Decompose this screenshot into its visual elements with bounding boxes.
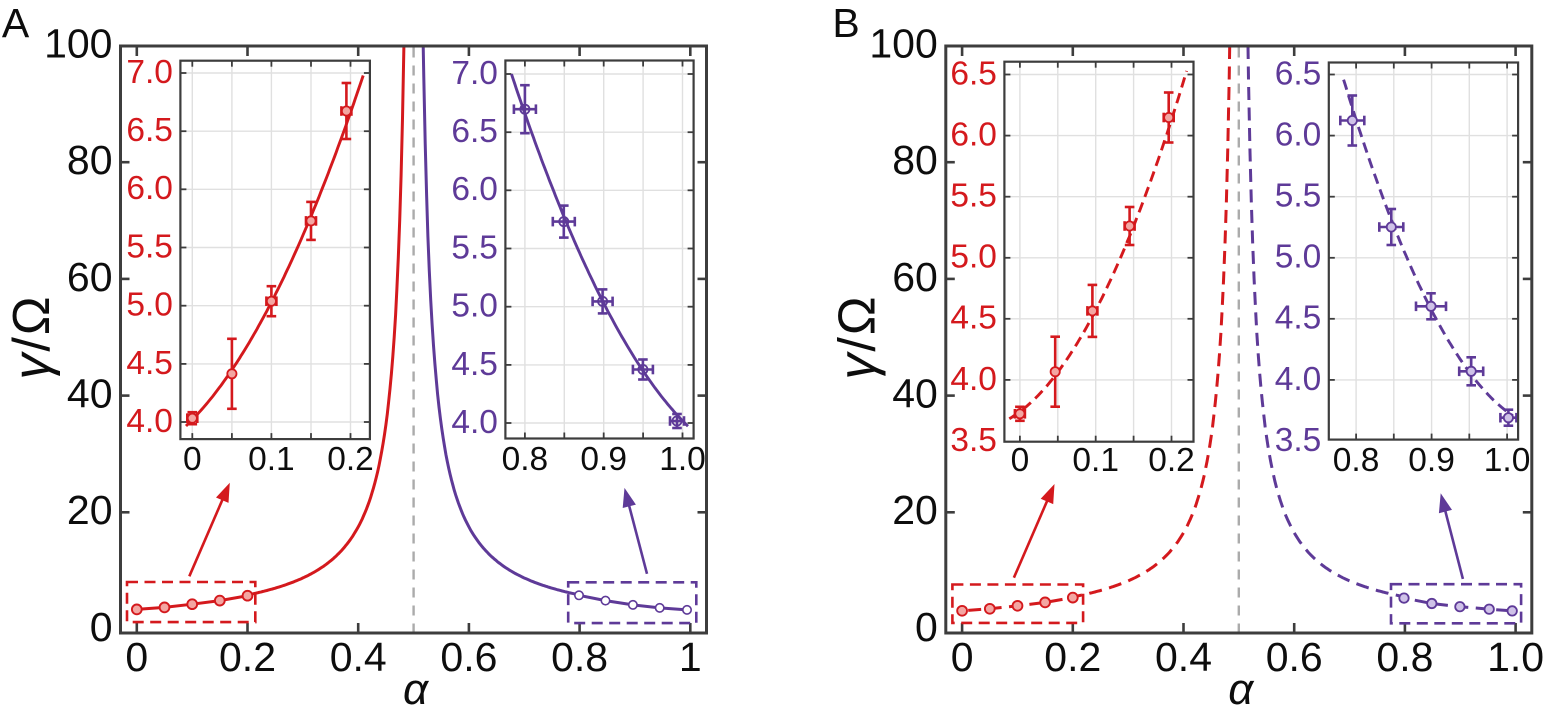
- svg-text:α: α: [403, 665, 430, 710]
- svg-text:4.0: 4.0: [1275, 361, 1322, 398]
- svg-text:0.2: 0.2: [1148, 442, 1195, 479]
- svg-text:1: 1: [679, 634, 702, 680]
- svg-text:5.0: 5.0: [451, 288, 498, 325]
- svg-text:7.0: 7.0: [451, 55, 498, 92]
- svg-text:5.5: 5.5: [126, 228, 173, 265]
- svg-text:5.5: 5.5: [451, 229, 498, 266]
- svg-text:0.8: 0.8: [1376, 634, 1433, 680]
- svg-text:0: 0: [183, 441, 202, 478]
- svg-text:4.0: 4.0: [126, 403, 173, 440]
- svg-text:0.1: 0.1: [1072, 442, 1119, 479]
- svg-text:60: 60: [67, 254, 113, 300]
- svg-text:6.5: 6.5: [1275, 55, 1322, 92]
- svg-text:0.2: 0.2: [327, 441, 374, 478]
- svg-text:0.6: 0.6: [440, 634, 497, 680]
- svg-text:100: 100: [869, 20, 937, 66]
- svg-text:0.9: 0.9: [1408, 442, 1455, 479]
- svg-text:0: 0: [90, 604, 113, 650]
- svg-text:0: 0: [1011, 442, 1030, 479]
- svg-text:0: 0: [125, 634, 148, 680]
- svg-text:0.2: 0.2: [1044, 634, 1101, 680]
- svg-text:5.0: 5.0: [126, 287, 173, 324]
- svg-text:80: 80: [67, 137, 113, 183]
- svg-text:6.0: 6.0: [1275, 116, 1322, 153]
- svg-text:3.5: 3.5: [1275, 422, 1322, 459]
- svg-text:0: 0: [915, 604, 938, 650]
- svg-text:6.0: 6.0: [451, 171, 498, 208]
- svg-text:1.0: 1.0: [1487, 634, 1544, 680]
- svg-text:5.0: 5.0: [950, 239, 997, 276]
- svg-text:0.6: 0.6: [1266, 634, 1323, 680]
- svg-text:0.8: 0.8: [502, 441, 549, 478]
- svg-text:4.0: 4.0: [950, 361, 997, 398]
- svg-text:7.0: 7.0: [126, 54, 173, 91]
- svg-text:4.5: 4.5: [126, 345, 173, 382]
- svg-text:0.8: 0.8: [551, 634, 608, 680]
- svg-text:20: 20: [67, 487, 113, 533]
- svg-text:α: α: [1228, 665, 1255, 710]
- svg-text:0: 0: [951, 634, 974, 680]
- svg-text:0.1: 0.1: [248, 441, 295, 478]
- svg-text:6.0: 6.0: [950, 116, 997, 153]
- svg-text:5.5: 5.5: [950, 178, 997, 215]
- svg-text:5.0: 5.0: [1275, 239, 1322, 276]
- svg-text:80: 80: [892, 137, 938, 183]
- svg-text:5.5: 5.5: [1275, 178, 1322, 215]
- svg-text:6.5: 6.5: [950, 55, 997, 92]
- svg-text:0.4: 0.4: [330, 634, 387, 680]
- svg-text:4.5: 4.5: [950, 300, 997, 337]
- svg-text:6.5: 6.5: [126, 112, 173, 149]
- svg-text:4.0: 4.0: [451, 404, 498, 441]
- svg-text:0.8: 0.8: [1333, 442, 1380, 479]
- svg-text:0.4: 0.4: [1155, 634, 1212, 680]
- svg-text:γ/Ω: γ/Ω: [828, 294, 886, 379]
- svg-text:B: B: [832, 0, 859, 46]
- svg-text:60: 60: [892, 254, 938, 300]
- svg-text:A: A: [2, 0, 30, 46]
- svg-text:γ/Ω: γ/Ω: [3, 294, 61, 379]
- svg-text:1.0: 1.0: [659, 441, 706, 478]
- svg-text:20: 20: [892, 487, 938, 533]
- svg-text:1.0: 1.0: [1484, 442, 1531, 479]
- svg-text:6.5: 6.5: [451, 113, 498, 150]
- svg-text:3.5: 3.5: [950, 422, 997, 459]
- svg-text:4.5: 4.5: [451, 346, 498, 383]
- svg-text:0.2: 0.2: [219, 634, 276, 680]
- svg-text:4.5: 4.5: [1275, 300, 1322, 337]
- svg-text:40: 40: [892, 371, 938, 417]
- svg-text:40: 40: [67, 371, 113, 417]
- svg-text:0.9: 0.9: [580, 441, 627, 478]
- svg-text:100: 100: [44, 20, 112, 66]
- svg-text:6.0: 6.0: [126, 170, 173, 207]
